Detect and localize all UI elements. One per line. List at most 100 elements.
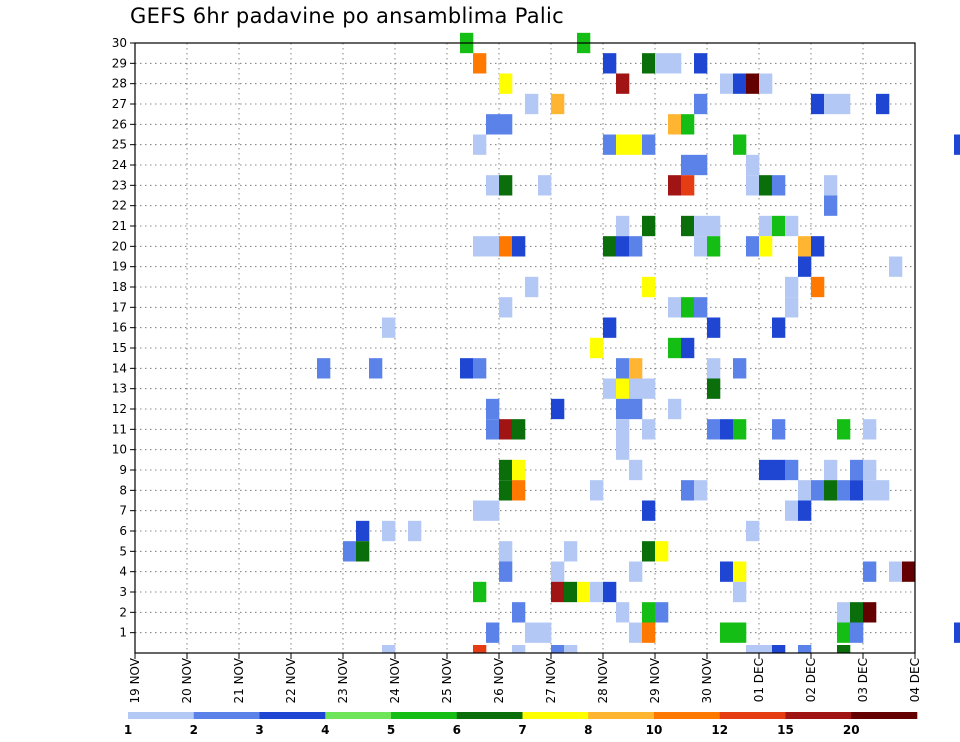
precip-cell bbox=[629, 398, 643, 420]
y-tick-label: 15 bbox=[112, 341, 127, 355]
precip-cell bbox=[694, 215, 708, 237]
precip-cell bbox=[538, 622, 552, 643]
precip-cell bbox=[837, 419, 851, 440]
y-tick-label: 29 bbox=[112, 56, 127, 70]
precip-cell bbox=[889, 256, 903, 277]
precip-cell bbox=[642, 541, 656, 562]
x-tick-label: 27 NOV bbox=[544, 657, 558, 703]
precip-cell bbox=[525, 93, 539, 115]
precip-cell bbox=[590, 581, 604, 603]
precip-cell bbox=[772, 419, 786, 440]
precip-cell bbox=[772, 459, 786, 481]
colorbar-label: 10 bbox=[646, 723, 663, 737]
x-tick-label: 28 NOV bbox=[596, 657, 610, 703]
y-tick-label: 26 bbox=[112, 117, 127, 131]
y-tick-label: 24 bbox=[112, 158, 127, 172]
precip-cell bbox=[616, 73, 630, 94]
x-tick-label: 21 NOV bbox=[232, 657, 246, 703]
x-tick-label: 01 DEC bbox=[752, 658, 766, 702]
precip-cell bbox=[499, 73, 513, 94]
colorbar-swatch bbox=[193, 712, 260, 719]
precip-cell bbox=[954, 622, 960, 643]
precip-cell bbox=[837, 622, 851, 643]
precip-cell bbox=[876, 480, 890, 501]
precip-cell bbox=[759, 459, 773, 481]
y-tick-label: 11 bbox=[112, 422, 127, 436]
precip-cell bbox=[837, 645, 851, 653]
y-tick-label: 20 bbox=[112, 239, 127, 253]
precip-cell bbox=[824, 480, 838, 501]
precip-cell bbox=[824, 93, 838, 115]
precip-cell bbox=[681, 337, 695, 359]
colorbar-label: 8 bbox=[584, 723, 592, 737]
precip-cell bbox=[356, 520, 370, 542]
y-tick-label: 23 bbox=[112, 178, 127, 192]
precip-cell bbox=[902, 561, 916, 582]
x-tick-label: 04 DEC bbox=[908, 658, 922, 702]
precip-cell bbox=[668, 337, 682, 359]
precip-cell bbox=[824, 195, 838, 216]
x-tick-label: 02 DEC bbox=[804, 658, 818, 702]
precip-cell bbox=[876, 93, 890, 115]
y-tick-label: 21 bbox=[112, 219, 127, 233]
precip-cell bbox=[733, 622, 747, 643]
y-tick-label: 19 bbox=[112, 260, 127, 274]
precip-cell bbox=[720, 419, 734, 440]
colorbar-swatch bbox=[654, 712, 721, 719]
precip-cell bbox=[694, 93, 708, 115]
precip-cell bbox=[681, 480, 695, 501]
precip-cell bbox=[564, 581, 578, 603]
precip-cell bbox=[668, 297, 682, 318]
precip-cell bbox=[785, 215, 799, 237]
precip-cell bbox=[746, 154, 760, 176]
precip-cell bbox=[798, 645, 812, 653]
precip-cell bbox=[655, 541, 669, 562]
precip-cell bbox=[707, 358, 721, 379]
x-tick-label: 19 NOV bbox=[128, 657, 142, 703]
precip-cell bbox=[616, 419, 630, 440]
y-tick-label: 18 bbox=[112, 280, 127, 294]
precip-cell bbox=[772, 645, 786, 653]
precip-cell bbox=[720, 622, 734, 643]
precip-cell bbox=[629, 459, 643, 481]
precip-cell bbox=[863, 561, 877, 582]
precip-cell bbox=[733, 134, 747, 155]
x-axis-ticks: 19 NOV 20 NOV 21 NOV 22 NOV 23 NOV 24 NOV 25 N… bbox=[128, 653, 922, 704]
precip-cell bbox=[486, 398, 500, 420]
precip-cell bbox=[460, 358, 474, 379]
precip-cell bbox=[694, 53, 708, 74]
precip-cell bbox=[759, 236, 773, 257]
precip-cell bbox=[564, 541, 578, 562]
precip-cell bbox=[603, 53, 617, 74]
precip-cell bbox=[733, 358, 747, 379]
precip-cell bbox=[889, 561, 903, 582]
x-tick-label: 29 NOV bbox=[648, 657, 662, 703]
precip-cell bbox=[694, 154, 708, 176]
colorbar-label: 5 bbox=[387, 723, 395, 737]
precip-cell bbox=[824, 459, 838, 481]
precip-cell bbox=[642, 419, 656, 440]
y-tick-label: 30 bbox=[112, 36, 127, 50]
precip-cell bbox=[746, 520, 760, 542]
precip-cell bbox=[863, 419, 877, 440]
precip-cell bbox=[668, 114, 682, 135]
precip-cell bbox=[512, 602, 526, 623]
colorbar-label: 12 bbox=[711, 723, 728, 737]
precip-cell bbox=[551, 93, 565, 115]
precip-cell bbox=[707, 317, 721, 338]
y-tick-label: 28 bbox=[112, 77, 127, 91]
grid-lines bbox=[135, 43, 915, 653]
precip-cell bbox=[759, 175, 773, 196]
x-tick-label: 25 NOV bbox=[440, 657, 454, 703]
precip-cell bbox=[473, 358, 487, 379]
colorbar-label: 3 bbox=[255, 723, 263, 737]
precip-cell bbox=[642, 134, 656, 155]
precip-cell bbox=[616, 378, 630, 399]
precip-cell bbox=[499, 541, 513, 562]
precip-cell bbox=[733, 73, 747, 94]
colorbar-swatch bbox=[522, 712, 589, 719]
precip-cell bbox=[499, 419, 513, 440]
precip-cell bbox=[525, 622, 539, 643]
precip-cell bbox=[551, 398, 565, 420]
colorbar-label: 2 bbox=[190, 723, 198, 737]
